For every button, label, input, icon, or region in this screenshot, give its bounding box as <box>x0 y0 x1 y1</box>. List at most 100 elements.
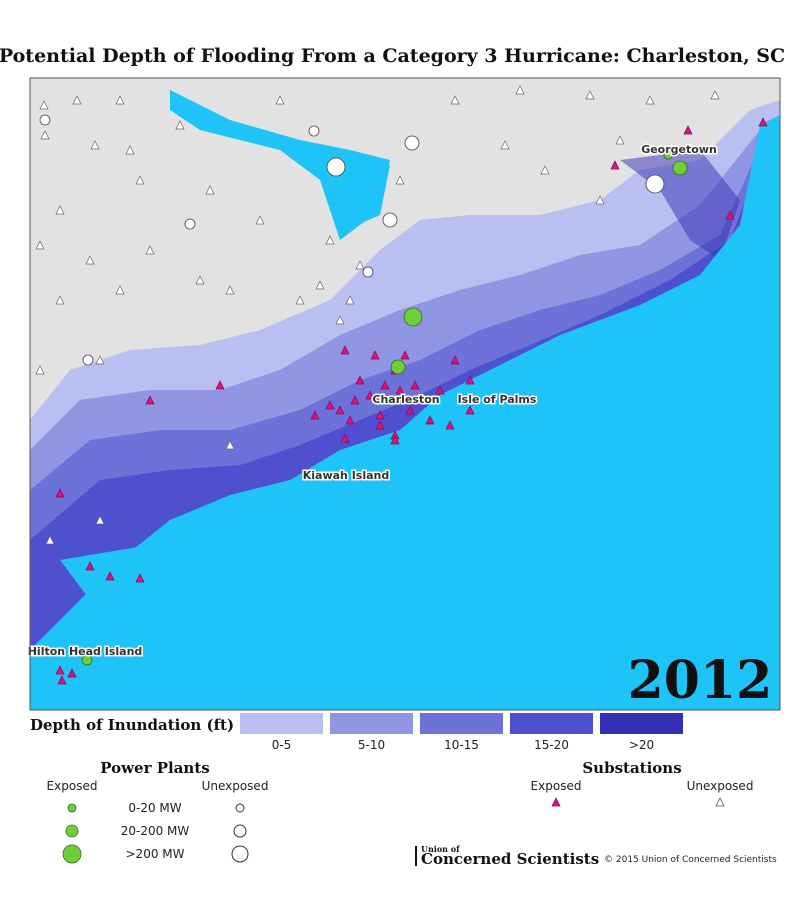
substation-exposed <box>85 561 95 571</box>
substation-unexposed <box>615 135 625 145</box>
lake <box>320 160 390 230</box>
substation-unexposed <box>45 535 55 545</box>
substation-unexposed <box>35 365 45 375</box>
pp-size-label: >200 MW <box>126 847 185 861</box>
substation-unexposed <box>115 285 125 295</box>
substation-unexposed <box>95 355 105 365</box>
substation-unexposed <box>72 95 82 105</box>
substation-unexposed <box>39 100 49 110</box>
substation-unexposed <box>85 255 95 265</box>
title: Potential Depth of Flooding From a Categ… <box>0 45 785 67</box>
depth-swatch <box>510 713 593 734</box>
sound <box>30 640 120 700</box>
pp-exposed-icon <box>67 803 77 813</box>
pp-exposed-label: Exposed <box>47 779 98 793</box>
pp-unexposed-icon <box>235 803 245 813</box>
substation-exposed <box>365 390 375 400</box>
substation-unexposed <box>315 280 325 290</box>
place-label: Georgetown <box>641 143 717 156</box>
depth-label: 0-5 <box>272 738 292 752</box>
substation-exposed <box>683 125 693 135</box>
substation-unexposed <box>515 85 525 95</box>
substation-unexposed <box>355 260 365 270</box>
substation-unexposed <box>395 175 405 185</box>
substation-unexposed <box>145 245 155 255</box>
substation-unexposed <box>115 95 125 105</box>
substation-exposed <box>400 350 410 360</box>
substation-unexposed <box>595 195 605 205</box>
substation-unexposed <box>255 215 265 225</box>
power-plants-title: Power Plants <box>100 759 209 777</box>
substation-unexposed <box>225 285 235 295</box>
substation-exposed <box>395 385 405 395</box>
plant-exposed <box>390 359 406 375</box>
map-layers <box>30 78 780 710</box>
depth-legend-title: Depth of Inundation (ft) <box>30 716 234 734</box>
substation-unexposed <box>55 295 65 305</box>
substation-exposed <box>465 375 475 385</box>
logo: Concerned Scientists <box>421 850 599 868</box>
depth-label: 10-15 <box>444 738 479 752</box>
plant-unexposed <box>39 114 51 126</box>
substations-title: Substations <box>582 759 681 777</box>
depth-label: 15-20 <box>534 738 569 752</box>
plant-unexposed <box>382 212 398 228</box>
substation-unexposed <box>345 295 355 305</box>
sub-unexposed-icon <box>715 797 725 807</box>
substation-exposed <box>145 395 155 405</box>
substation-exposed <box>355 375 365 385</box>
plant-unexposed <box>326 157 346 177</box>
plant-exposed <box>81 654 93 666</box>
substation-exposed <box>405 405 415 415</box>
substation-unexposed <box>225 440 235 450</box>
depth-swatch <box>330 713 413 734</box>
substation-unexposed <box>55 205 65 215</box>
map-frame <box>29 77 781 711</box>
sub-exposed-label: Exposed <box>531 779 582 793</box>
depth-label: 5-10 <box>358 738 385 752</box>
substation-exposed <box>375 410 385 420</box>
pp-size-label: 20-200 MW <box>121 824 190 838</box>
substation-unexposed <box>175 120 185 130</box>
substation-unexposed <box>325 235 335 245</box>
plant-exposed <box>663 150 673 160</box>
pp-unexposed-icon <box>233 824 247 838</box>
pp-unexposed-label: Unexposed <box>202 779 269 793</box>
sound <box>60 520 220 600</box>
plant-unexposed <box>362 266 374 278</box>
substation-unexposed <box>95 515 105 525</box>
substation-exposed <box>370 350 380 360</box>
substation-exposed <box>135 573 145 583</box>
plant-unexposed <box>404 135 420 151</box>
substation-exposed <box>450 355 460 365</box>
ocean <box>30 115 780 710</box>
plant-exposed <box>403 307 423 327</box>
substation-unexposed <box>500 140 510 150</box>
substation-unexposed <box>195 275 205 285</box>
substation-exposed <box>340 345 350 355</box>
substation-exposed <box>380 380 390 390</box>
depth-swatch <box>600 713 683 734</box>
substation-unexposed <box>335 315 345 325</box>
substation-exposed <box>435 385 445 395</box>
plant-unexposed <box>645 174 665 194</box>
substation-unexposed <box>90 140 100 150</box>
substation-exposed <box>350 395 360 405</box>
substation-exposed <box>758 117 768 127</box>
substation-exposed <box>105 571 115 581</box>
substation-unexposed <box>35 240 45 250</box>
substation-unexposed <box>205 185 215 195</box>
pp-size-label: 0-20 MW <box>128 801 181 815</box>
substation-unexposed <box>585 90 595 100</box>
pp-unexposed-icon <box>231 845 249 863</box>
place-label: Charleston <box>372 393 439 406</box>
sub-exposed-icon <box>551 797 561 807</box>
depth-swatch <box>240 713 323 734</box>
plant-unexposed <box>308 125 320 137</box>
legend: Depth of Inundation (ft) Power Plants Ex… <box>30 713 777 868</box>
substation-exposed <box>340 433 350 443</box>
substation-exposed <box>55 488 65 498</box>
plant-unexposed <box>82 354 94 366</box>
substation-exposed <box>375 420 385 430</box>
substation-unexposed <box>295 295 305 305</box>
